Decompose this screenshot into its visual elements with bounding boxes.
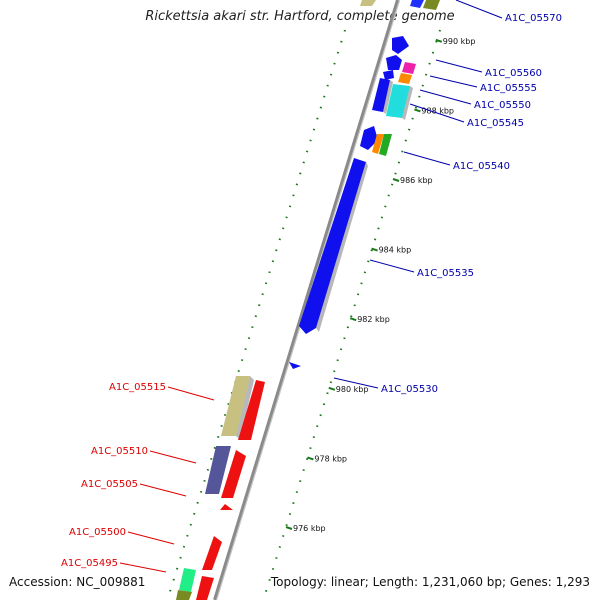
gene-block (360, 0, 376, 6)
gene-block (179, 568, 196, 592)
scale-tick-mark (328, 386, 336, 391)
forward-gene-label: A1C_05550 (474, 100, 531, 111)
scale-tick-label: 986 kbp (400, 176, 433, 185)
scale-tick-mark (285, 526, 293, 530)
scale-tick-mark (392, 178, 400, 182)
forward-gene-label: A1C_05560 (485, 68, 542, 79)
gene-arrow (360, 126, 378, 150)
gene-block (205, 446, 231, 494)
reverse-gene-leader (167, 386, 215, 401)
summary-text: Topology: linear; Length: 1,231,060 bp; … (270, 575, 590, 589)
reverse-gene-label: A1C_05510 (91, 446, 148, 457)
scale-tick-label: 984 kbp (379, 246, 412, 255)
accession-text: Accession: NC_009881 (9, 575, 146, 589)
gene-arrow (386, 55, 402, 70)
genome-backbone (213, 0, 400, 600)
inner-right-track (263, 29, 441, 599)
reverse-gene-label: A1C_05495 (61, 558, 118, 569)
forward-gene-leader (409, 103, 465, 123)
gene-arrow (238, 380, 265, 440)
forward-gene-label: A1C_05570 (505, 13, 562, 24)
forward-gene-label: A1C_05540 (453, 161, 510, 172)
scale-tick-label: 982 kbp (357, 315, 390, 324)
gene-small (220, 504, 233, 510)
gene-block (372, 134, 384, 154)
scale-tick-mark (414, 108, 421, 113)
gene-block (221, 376, 250, 436)
scale-tick-mark (349, 317, 357, 322)
outer-left-track (167, 29, 346, 599)
scale-tick-label: 980 kbp (336, 385, 369, 394)
reverse-gene-leader (119, 562, 167, 573)
scale-tick-label: 978 kbp (314, 454, 347, 463)
forward-gene-label: A1C_05555 (480, 83, 537, 94)
gene-arrow (383, 70, 394, 80)
scale-tick-label: 988 kbp (421, 106, 454, 115)
reverse-gene-label: A1C_05515 (109, 382, 166, 393)
scale-tick-mark (307, 456, 314, 461)
gene-arrow (196, 576, 214, 600)
scale-tick-mark (435, 38, 443, 43)
gene-block (423, 0, 440, 10)
forward-gene-leader (435, 59, 483, 73)
scale-tick-label: 990 kbp (443, 37, 476, 46)
gene-block-shade (383, 80, 393, 114)
gene-block (176, 590, 192, 600)
gene-arrow-long-shade (316, 162, 368, 332)
forward-gene-leader (369, 259, 415, 273)
gene-block-shade (402, 86, 413, 120)
reverse-gene-leader (139, 483, 187, 497)
gene-arrow (221, 450, 246, 498)
gene-labels: A1C_05570 A1C_05560 A1C_05555 A1C_05550 A1C_… (61, 0, 562, 573)
forward-gene-leader (455, 0, 503, 19)
map-title: Rickettsia akari str. Hartford, complete… (145, 9, 455, 24)
gene-block (372, 78, 390, 112)
forward-gene-label: A1C_05545 (467, 118, 524, 129)
reverse-gene-leader (149, 450, 197, 464)
gene-arrow-long (299, 158, 366, 334)
reverse-gene-leader (127, 531, 175, 545)
gene-block-shade (236, 376, 254, 440)
gene-arrow (202, 536, 222, 570)
gene-block (402, 62, 416, 74)
gene-block (386, 84, 410, 118)
reverse-gene-label: A1C_05500 (69, 527, 126, 538)
forward-gene-leader (403, 151, 451, 166)
forward-gene-label: A1C_05530 (381, 384, 438, 395)
forward-gene-label: A1C_05535 (417, 268, 474, 279)
gene-block (410, 0, 424, 8)
forward-gene-leader (333, 377, 379, 389)
scale-tick-mark (371, 247, 378, 252)
gene-features (176, 0, 440, 600)
forward-gene-leader (429, 75, 478, 88)
reverse-gene-label: A1C_05505 (81, 479, 138, 490)
scale-tick-label: 976 kbp (293, 524, 326, 533)
gene-block (379, 134, 392, 156)
forward-gene-leader (419, 89, 472, 105)
gene-small (289, 362, 301, 369)
scale-ticks: 976 kbp 978 kbp 980 kbp 982 kbp 984 kbp 986 k… (285, 37, 476, 533)
gene-block (398, 73, 412, 84)
gene-arrow (392, 36, 409, 54)
